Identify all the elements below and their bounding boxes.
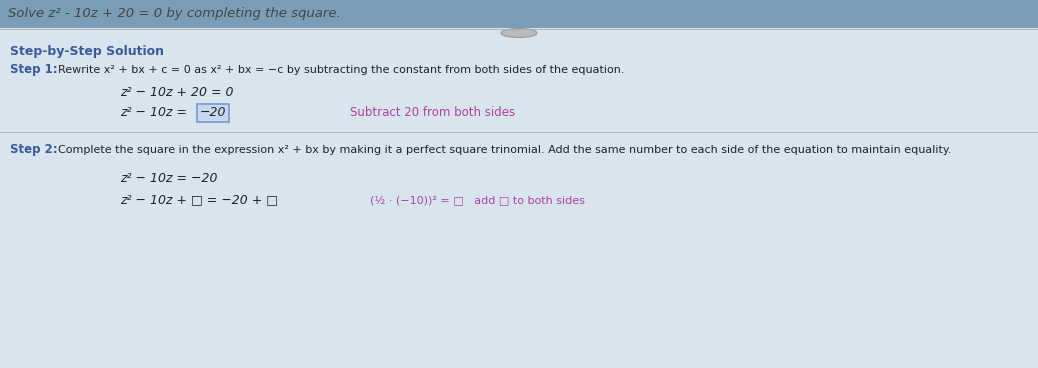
Text: Solve z² - 10z + 20 = 0 by completing the square.: Solve z² - 10z + 20 = 0 by completing th… [8, 7, 340, 21]
Text: Rewrite x² + bx + c = 0 as x² + bx = −c by subtracting the constant from both si: Rewrite x² + bx + c = 0 as x² + bx = −c … [58, 65, 625, 75]
Text: −20: −20 [199, 106, 226, 120]
Text: (½ · (−10))² = □   add □ to both sides: (½ · (−10))² = □ add □ to both sides [370, 195, 584, 205]
Text: Subtract 20 from both sides: Subtract 20 from both sides [350, 106, 515, 120]
Text: z² − 10z + □ = −20 + □: z² − 10z + □ = −20 + □ [120, 194, 278, 206]
Text: z² − 10z = −20: z² − 10z = −20 [120, 171, 218, 184]
Text: Complete the square in the expression x² + bx by making it a perfect square trin: Complete the square in the expression x²… [58, 145, 952, 155]
Ellipse shape [501, 28, 537, 38]
FancyBboxPatch shape [0, 0, 1038, 28]
Text: z² − 10z =: z² − 10z = [120, 106, 191, 120]
Text: z² − 10z + 20 = 0: z² − 10z + 20 = 0 [120, 86, 234, 99]
Text: Step 1:: Step 1: [10, 64, 61, 77]
Text: Step 2:: Step 2: [10, 144, 61, 156]
Text: Step-by-Step Solution: Step-by-Step Solution [10, 46, 164, 59]
FancyBboxPatch shape [197, 104, 229, 122]
